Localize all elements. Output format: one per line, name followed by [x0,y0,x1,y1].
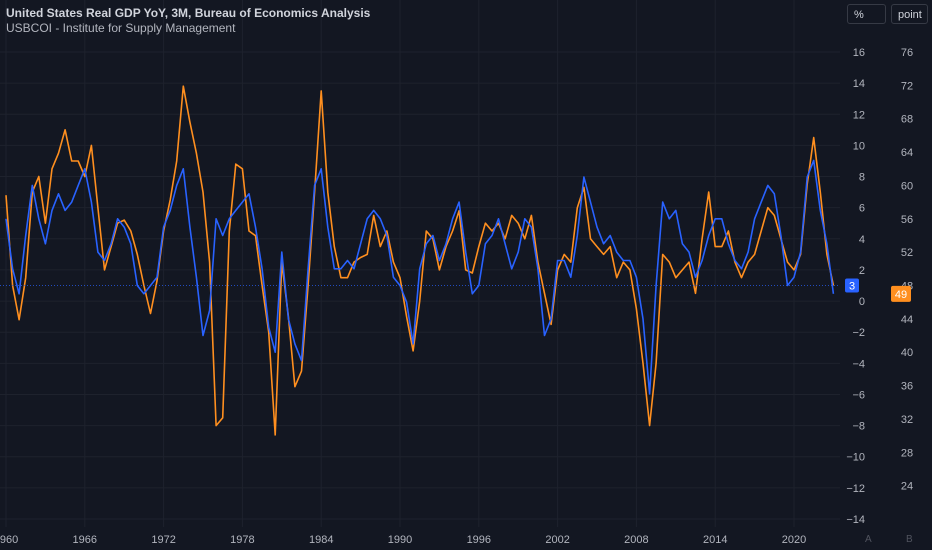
log-scale-button[interactable]: B [906,534,913,545]
left-axis-tick: −6 [852,389,865,401]
x-axis-tick: 2002 [545,534,569,546]
x-axis-tick: 1960 [0,534,18,546]
right-axis-tick: 52 [901,247,913,259]
x-axis-tick: 1966 [73,534,97,546]
right-axis-tick: 60 [901,180,913,192]
left-axis-tick: 10 [853,140,865,152]
x-axis-tick: 1996 [467,534,491,546]
chart-subtitle: USBCOI - Institute for Supply Management [6,21,236,35]
right-axis-tick: 76 [901,47,913,59]
gdp-last-value-label: 3 [849,281,855,293]
x-axis-tick: 1990 [388,534,412,546]
left-axis-tick: −10 [846,452,865,464]
gdp-last-value-badge [845,278,859,293]
left-axis-tick: −4 [852,358,865,370]
right-axis-tick: 32 [901,414,913,426]
left-axis-tick: 12 [853,109,865,121]
left-axis-tick: 4 [859,234,865,246]
left-axis-tick: −14 [846,514,865,526]
left-axis-tick: −8 [852,421,865,433]
right-axis-tick: 28 [901,447,913,459]
auto-scale-button[interactable]: A [865,534,872,545]
x-axis-tick: 1984 [309,534,333,546]
left-axis-tick: 2 [859,265,865,277]
left-axis-tick: 16 [853,47,865,59]
right-axis-tick: 72 [901,80,913,92]
left-scale-button[interactable]: % [847,4,886,24]
right-scale-button[interactable]: point [891,4,928,24]
right-axis-tick: 64 [901,147,913,159]
right-axis-tick: 40 [901,347,913,359]
x-axis-tick: 1978 [230,534,254,546]
right-axis-tick: 24 [901,481,913,493]
x-axis-tick: 2008 [624,534,648,546]
left-axis-tick: 6 [859,203,865,215]
right-axis-tick: 68 [901,114,913,126]
x-axis-tick: 1972 [151,534,175,546]
left-axis-tick: 14 [853,78,865,90]
ism-last-value-label: 49 [895,289,907,301]
x-axis-tick: 2014 [703,534,727,546]
left-axis-tick: −2 [852,327,865,339]
gdp-series-line [5,85,835,436]
right-axis-tick: 44 [901,314,913,326]
right-axis-tick: 36 [901,381,913,393]
left-axis-tick: −12 [846,483,865,495]
ism-last-value-badge [891,285,911,302]
x-axis-tick: 2020 [782,534,806,546]
chart-title: United States Real GDP YoY, 3M, Bureau o… [6,6,371,20]
right-axis-tick: 56 [901,214,913,226]
left-axis-tick: 8 [859,172,865,184]
ism-series-line [5,159,835,395]
left-axis-tick: 0 [859,296,865,308]
